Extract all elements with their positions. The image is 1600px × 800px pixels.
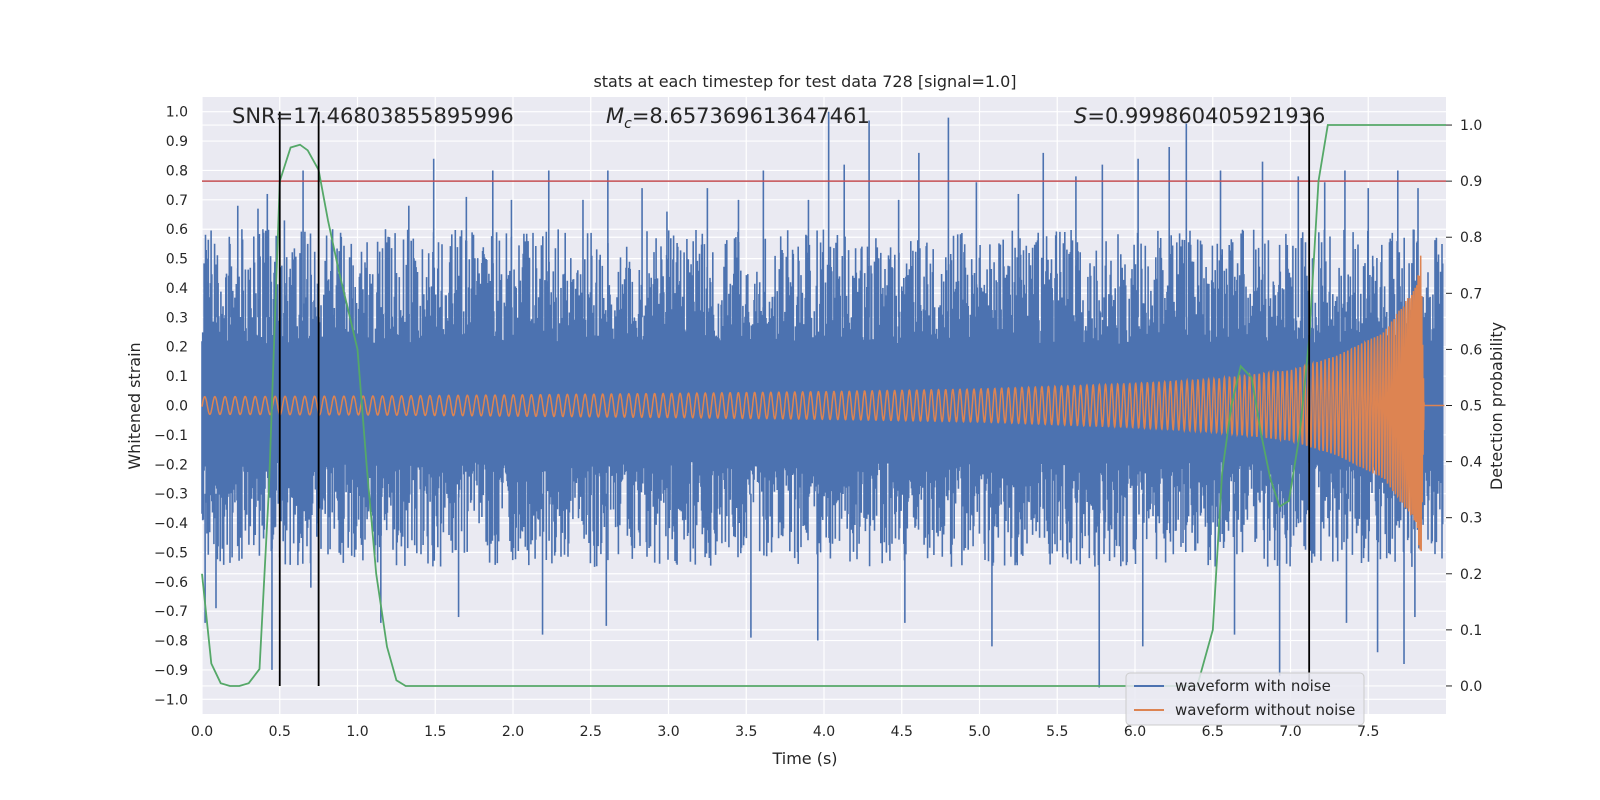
y-tick-label-right: 0.8: [1460, 230, 1482, 246]
y-tick-label-left: −0.2: [154, 457, 188, 473]
chart-title: stats at each timestep for test data 728…: [593, 72, 1016, 91]
y-tick-label-right: 0.7: [1460, 286, 1482, 302]
vertical-markers: [278, 111, 1311, 686]
y-tick-label-right: 0.4: [1460, 455, 1482, 471]
x-tick-label: 5.5: [1046, 724, 1068, 740]
x-tick-label: 4.0: [813, 724, 835, 740]
y-tick-label-left: −0.4: [154, 516, 188, 532]
y-tick-label-left: 0.3: [166, 310, 188, 326]
x-axis-label: Time (s): [771, 749, 837, 768]
x-tick-label: 2.5: [580, 724, 602, 740]
y-tick-label-right: 0.3: [1460, 511, 1482, 527]
y-axis-label-right: Detection probability: [1487, 322, 1506, 490]
y-tick-label-right: 0.0: [1460, 679, 1482, 695]
score-value: =0.999860405921936: [1087, 104, 1325, 128]
y-tick-label-left: 0.9: [166, 134, 188, 150]
chirp-mass-annotation: Mc=8.657369613647461: [606, 104, 870, 132]
x-tick-label: 3.0: [657, 724, 679, 740]
y-tick-label-left: −0.9: [154, 663, 188, 679]
detection-probability-line: [201, 124, 1446, 687]
y-tick-label-left: 0.8: [166, 163, 188, 179]
chirp-mass-symbol: M: [606, 104, 624, 128]
series-waveform-without-noise: [201, 255, 1445, 552]
snr-annotation: SNR=17.46803855895996: [232, 104, 514, 128]
x-tick-label: 1.0: [346, 724, 368, 740]
y-tick-label-left: −0.8: [154, 634, 188, 650]
y-tick-label-left: 0.1: [166, 369, 188, 385]
x-tick-label: 3.5: [735, 724, 757, 740]
y-tick-label-left: 0.2: [166, 340, 188, 356]
y-tick-label-left: 0.7: [166, 193, 188, 209]
x-tick-label: 0.5: [269, 724, 291, 740]
x-tick-label: 4.5: [891, 724, 913, 740]
legend-box: [1125, 672, 1365, 726]
x-tick-label: 6.5: [1202, 724, 1224, 740]
y-tick-label-left: 0.4: [166, 281, 188, 297]
y-tick-label-left: −0.5: [154, 545, 188, 561]
score-annotation: S=0.999860405921936: [1074, 104, 1325, 128]
legend-label-noise: waveform with noise: [1175, 677, 1331, 695]
x-tick-label: 0.0: [191, 724, 213, 740]
y-tick-label-left: −0.7: [154, 604, 188, 620]
y-tick-label-left: −1.0: [154, 692, 188, 708]
series-waveform-with-noise: [201, 111, 1444, 688]
x-tick-label: 5.0: [968, 724, 990, 740]
y-tick-label-right: 0.6: [1460, 342, 1482, 358]
y-tick-label-right: 0.9: [1460, 174, 1482, 190]
y-tick-label-right: 0.5: [1460, 399, 1482, 415]
clean-waveform-path: [201, 255, 1445, 552]
y-tick-label-right: 1.0: [1460, 118, 1482, 134]
x-tick-label: 1.5: [424, 724, 446, 740]
x-tick-label: 7.0: [1279, 724, 1301, 740]
y-tick-label-right: 0.1: [1460, 623, 1482, 639]
y-tick-label-left: 0.5: [166, 252, 188, 268]
x-tick-label: 2.0: [502, 724, 524, 740]
y-tick-label-left: −0.3: [154, 487, 188, 503]
chirp-mass-value: =8.657369613647461: [632, 104, 870, 128]
legend-label-clean: waveform without noise: [1175, 701, 1355, 719]
y-tick-label-right: 0.2: [1460, 567, 1482, 583]
x-tick-label: 6.0: [1124, 724, 1146, 740]
y-tick-label-left: 0.0: [166, 399, 188, 415]
x-tick-label: 7.5: [1357, 724, 1379, 740]
series-detection-probability: [201, 124, 1446, 687]
y-tick-label-left: 1.0: [166, 105, 188, 121]
legend: waveform with noise waveform without noi…: [1125, 672, 1365, 726]
y-axis-label-left: Whitened strain: [125, 342, 144, 469]
y-tick-label-left: −0.1: [154, 428, 188, 444]
y-tick-label-left: 0.6: [166, 222, 188, 238]
score-symbol: S: [1074, 104, 1087, 128]
y-tick-label-left: −0.6: [154, 575, 188, 591]
tick-labels: 0.0 0.5 1.0 1.5 2.0 2.5 3.0 3.5 4.0 4.5 5.0 5.5 6.0 6…: [154, 105, 1482, 740]
chirp-mass-subscript: c: [624, 116, 632, 132]
